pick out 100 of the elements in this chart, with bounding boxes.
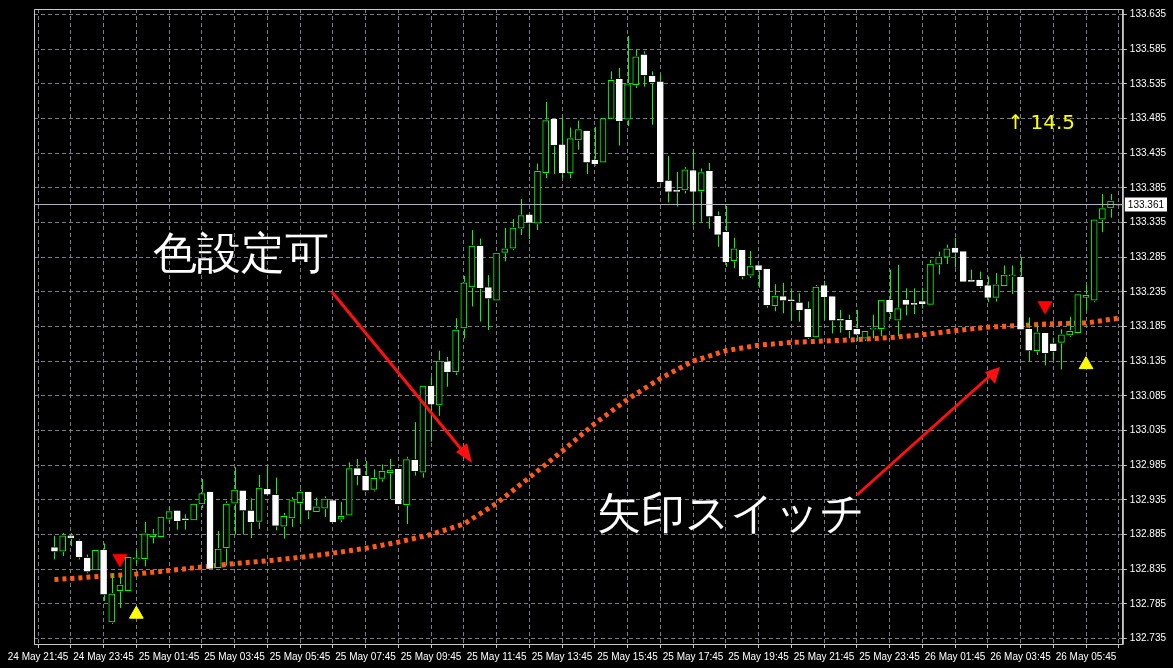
candlestick [354,458,361,486]
candlestick [329,500,337,523]
candlestick [673,171,680,208]
candlestick [92,550,99,571]
candlestick [304,491,312,520]
candlestick [632,49,640,89]
candlestick [607,70,615,119]
x-tick-label: 26 May 05:45 [1055,650,1117,662]
candlestick [1082,284,1090,312]
candlestick [239,490,247,535]
candlestick [337,501,345,523]
candlestick [223,500,230,567]
x-tick-label: 25 May 09:45 [400,650,462,662]
candlestick [108,572,116,623]
candlestick [837,309,844,334]
candlestick [394,468,402,505]
candlestick [190,503,197,521]
candlestick [714,210,721,248]
candlestick [542,101,550,179]
candlestick [1009,265,1016,295]
candlestick [935,251,942,276]
y-tick-label: 132.935 [1129,493,1167,505]
candlestick [141,521,148,567]
x-tick-label: 25 May 15:45 [597,650,659,662]
candlestick [902,287,910,316]
candlestick [313,497,320,512]
x-tick-label: 25 May 01:45 [138,650,200,662]
candlestick [173,510,181,531]
candlestick [1058,328,1065,370]
x-tick-label: 25 May 23:45 [859,650,921,662]
candlestick [575,120,582,151]
candlestick [583,130,590,175]
candlestick [1090,219,1098,301]
candlestick [828,296,836,334]
candlestick [403,456,410,525]
candlestick [616,67,623,147]
candlestick [321,495,328,518]
candlestick [525,214,533,240]
candlestick [763,268,771,309]
candlestick [435,350,443,417]
y-tick-label: 133.035 [1129,424,1167,436]
x-tick-label: 25 May 11:45 [466,650,527,662]
ref-line-label: 133.361 [1127,198,1165,210]
y-tick-label: 133.185 [1129,320,1167,332]
x-tick-label: 25 May 03:45 [204,650,266,662]
x-tick-label: 25 May 05:45 [269,650,331,662]
x-tick-label: 25 May 13:45 [531,650,593,662]
candlestick [984,276,992,303]
y-tick-label: 132.885 [1129,528,1167,540]
y-tick-label: 133.135 [1129,354,1167,366]
candlestick [534,163,541,231]
x-tick-label: 24 May 23:45 [73,650,135,662]
candlestick [476,237,484,323]
candlestick [264,466,271,495]
candlestick [1049,337,1057,361]
x-tick-label: 26 May 01:45 [924,650,986,662]
x-tick-label: 25 May 07:45 [335,650,397,662]
candlestick [1025,316,1033,362]
candlestick [165,506,173,524]
candlestick [485,274,492,331]
candlestick [501,227,509,262]
candlestick [231,466,238,535]
candlestick [959,251,967,282]
y-tick-label: 133.485 [1129,112,1167,124]
candlestick [182,513,189,531]
x-tick-label: 25 May 17:45 [662,650,724,662]
y-tick-label: 133.435 [1129,146,1167,158]
candlestick [59,532,66,557]
candlestick [362,460,369,491]
candlestick [894,264,902,337]
y-tick-label: 133.285 [1129,250,1167,262]
y-tick-label: 133.085 [1129,389,1167,401]
candlestick [133,549,140,565]
y-tick-label: 133.635 [1129,8,1167,20]
y-tick-label: 133.385 [1129,181,1167,193]
candlestick [378,463,386,483]
candlestick [910,287,918,315]
candlestick [566,127,574,179]
annotation: 色設定可 [152,227,329,279]
y-tick-label: 133.535 [1129,77,1167,89]
candlestick [918,287,926,309]
y-tick-label: 133.585 [1129,42,1167,54]
candlestick [787,287,795,322]
candlestick [149,528,157,544]
candlestick [845,314,852,339]
candlestick [345,461,353,516]
candlestick [796,292,803,323]
candlestick [214,530,222,569]
candlestick [706,162,713,230]
x-tick-label: 25 May 21:45 [793,650,855,662]
y-tick-label: 133.335 [1129,216,1167,228]
candlestick [1074,294,1082,334]
candlestick [886,269,893,320]
candlestick [280,512,288,540]
candlestick [951,237,959,269]
candlestick [861,331,869,342]
annotation: ↑ 14.5 [1007,109,1076,134]
candlestick [755,265,762,289]
candlestick [869,314,877,339]
y-tick-label: 132.785 [1129,597,1167,609]
